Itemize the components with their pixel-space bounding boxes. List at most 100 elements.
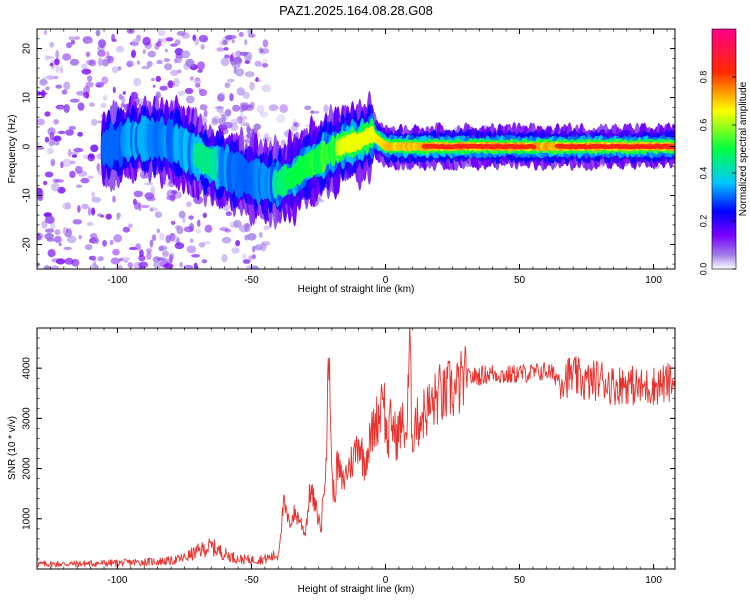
noise-blob: [199, 89, 208, 97]
noise-blob: [128, 223, 133, 229]
noise-blob: [97, 57, 103, 67]
noise-blob: [186, 201, 192, 207]
noise-blob: [258, 231, 263, 238]
figure-title: PAZ1.2025.164.08.28.G08: [279, 3, 433, 18]
noise-blob: [153, 261, 161, 269]
noise-blob: [221, 254, 228, 263]
ridge-blob: [211, 147, 219, 181]
noise-blob: [139, 249, 144, 257]
noise-blob: [168, 80, 173, 89]
noise-blob: [60, 66, 63, 74]
noise-blob: [225, 211, 232, 217]
noise-blob: [186, 245, 197, 254]
noise-blob: [254, 244, 263, 251]
noise-blob: [220, 57, 230, 67]
noise-blob: [217, 93, 225, 102]
noise-blob: [82, 91, 90, 99]
noise-blob: [158, 245, 168, 251]
noise-blob: [162, 250, 169, 257]
colorbar-tick-label: 0.4: [698, 167, 708, 180]
noise-blob: [45, 75, 55, 80]
x-tick-label: 100: [645, 275, 662, 286]
noise-blob: [261, 84, 272, 93]
noise-blob: [249, 81, 255, 91]
noise-blob: [106, 51, 110, 60]
noise-blob: [242, 91, 250, 99]
noise-blob: [238, 224, 249, 233]
noise-blob: [176, 225, 184, 235]
noise-blob: [95, 237, 99, 244]
noise-blob: [241, 104, 248, 111]
noise-blob: [87, 175, 94, 179]
noise-blob: [41, 220, 48, 229]
noise-blob: [231, 247, 240, 254]
noise-blob: [263, 225, 270, 230]
noise-blob: [252, 245, 256, 253]
noise-blob: [224, 82, 231, 89]
noise-blob: [78, 234, 82, 240]
noise-blob: [222, 40, 228, 45]
noise-blob: [86, 39, 94, 44]
noise-blob: [113, 234, 123, 243]
spectrogram-y-axis-label: Frequency (Hz): [7, 115, 18, 184]
y-tick-label: 2000: [22, 457, 33, 480]
noise-blob: [37, 91, 42, 96]
noise-blob: [77, 170, 88, 177]
noise-blob: [164, 48, 168, 53]
noise-blob: [43, 265, 51, 269]
x-tick-label: 100: [645, 575, 662, 586]
noise-blob: [193, 79, 202, 84]
noise-blob: [204, 224, 213, 233]
noise-blob: [251, 254, 256, 260]
noise-blob: [76, 90, 85, 96]
colorbar-frame: [711, 28, 737, 270]
noise-blob: [71, 154, 78, 158]
colorbar-label: Normalized spectral amplitude: [738, 81, 749, 216]
noise-blob: [58, 242, 62, 247]
noise-blob: [202, 212, 207, 219]
noise-blob: [229, 221, 238, 228]
noise-blob: [171, 235, 180, 243]
noise-blob: [253, 123, 261, 131]
snr-y-ticks: 1000 2000 3000 4000: [22, 327, 675, 560]
noise-blob: [141, 65, 150, 70]
noise-blob: [69, 170, 76, 179]
noise-blob: [128, 246, 138, 251]
noise-blob: [177, 90, 186, 96]
spectrogram-x-ticks: -100 -50 0 50 100: [36, 29, 668, 286]
noise-blob: [164, 63, 173, 71]
noise-blob: [102, 239, 108, 247]
noise-blob: [49, 62, 54, 67]
noise-blob: [292, 118, 297, 126]
y-tick-label: 10: [22, 92, 33, 104]
noise-blob: [54, 179, 65, 183]
noise-blob: [161, 37, 168, 43]
noise-blob: [224, 34, 233, 41]
noise-blob: [107, 55, 114, 64]
noise-blob: [47, 249, 56, 258]
noise-blob: [158, 38, 162, 44]
noise-blob: [81, 63, 88, 69]
noise-blob: [142, 49, 146, 54]
noise-blob: [246, 125, 251, 134]
noise-blob: [67, 148, 72, 157]
noise-blob: [156, 228, 161, 234]
snr-x-ticks: -100 -50 0 50 100: [36, 328, 668, 586]
noise-blob: [155, 75, 161, 82]
noise-blob: [244, 39, 248, 46]
noise-blob: [86, 221, 94, 227]
noise-blob: [112, 248, 120, 256]
noise-blob: [89, 102, 95, 107]
noise-blob: [43, 180, 48, 186]
x-tick-label: -100: [107, 275, 127, 286]
noise-blob: [165, 37, 174, 42]
noise-blob: [53, 235, 62, 243]
noise-blob: [72, 219, 83, 225]
noise-blob: [170, 220, 176, 225]
noise-blob: [202, 241, 211, 245]
noise-blob: [85, 51, 91, 58]
noise-blob: [55, 104, 65, 110]
noise-blob: [186, 95, 195, 104]
noise-blob: [49, 131, 55, 140]
